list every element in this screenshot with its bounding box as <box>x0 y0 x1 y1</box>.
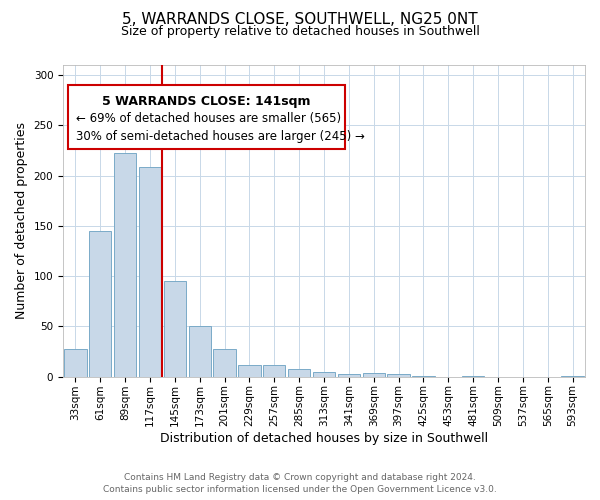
Bar <box>313 372 335 376</box>
Bar <box>338 374 360 376</box>
Bar <box>238 364 260 376</box>
Bar <box>188 326 211 376</box>
Bar <box>388 374 410 376</box>
Bar <box>114 154 136 376</box>
Bar <box>139 166 161 376</box>
Bar <box>89 231 112 376</box>
Text: Size of property relative to detached houses in Southwell: Size of property relative to detached ho… <box>121 25 479 38</box>
Bar <box>263 364 286 376</box>
Bar <box>362 372 385 376</box>
X-axis label: Distribution of detached houses by size in Southwell: Distribution of detached houses by size … <box>160 432 488 445</box>
Text: Contains HM Land Registry data © Crown copyright and database right 2024.
Contai: Contains HM Land Registry data © Crown c… <box>103 472 497 494</box>
Text: 5, WARRANDS CLOSE, SOUTHWELL, NG25 0NT: 5, WARRANDS CLOSE, SOUTHWELL, NG25 0NT <box>122 12 478 28</box>
Bar <box>214 348 236 376</box>
Bar <box>164 281 186 376</box>
Text: 5 WARRANDS CLOSE: 141sqm: 5 WARRANDS CLOSE: 141sqm <box>103 95 311 108</box>
Y-axis label: Number of detached properties: Number of detached properties <box>15 122 28 320</box>
Text: 30% of semi-detached houses are larger (245) →: 30% of semi-detached houses are larger (… <box>76 130 365 143</box>
Bar <box>64 348 86 376</box>
FancyBboxPatch shape <box>68 86 345 149</box>
Bar <box>288 368 310 376</box>
Text: ← 69% of detached houses are smaller (565): ← 69% of detached houses are smaller (56… <box>76 112 341 125</box>
